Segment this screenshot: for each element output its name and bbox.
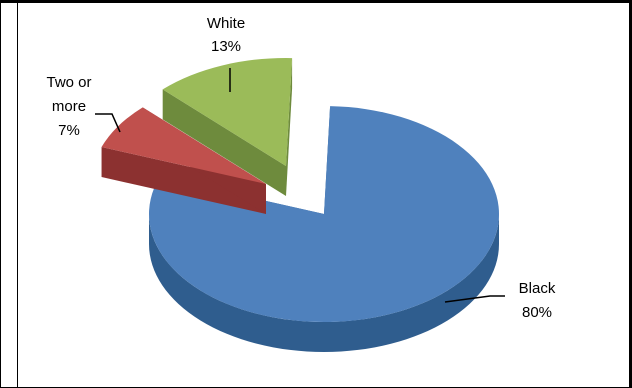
label-black-pct: 80% [522,304,552,321]
label-twoormore-line1: Two or [46,74,91,91]
label-twoormore-pct: 7% [58,122,80,139]
slice-white [162,58,293,166]
frame-left-rule [17,0,18,388]
label-white-name: White [207,15,245,32]
pie-slices [101,58,499,352]
slice-two-or-more [101,107,266,184]
slice-black [148,106,499,322]
slice-face-white-1 [286,58,293,196]
slice-side-black [149,214,499,352]
slice-face-two-or-more-0 [101,147,266,214]
leader-black [444,295,505,303]
leader-lines [95,68,505,303]
leader-two-or-more [95,113,121,133]
label-black-name: Black [519,280,556,297]
label-twoormore-line2: more [52,98,86,115]
slice-face-white-0 [162,89,286,196]
label-white-pct: 13% [211,38,241,55]
